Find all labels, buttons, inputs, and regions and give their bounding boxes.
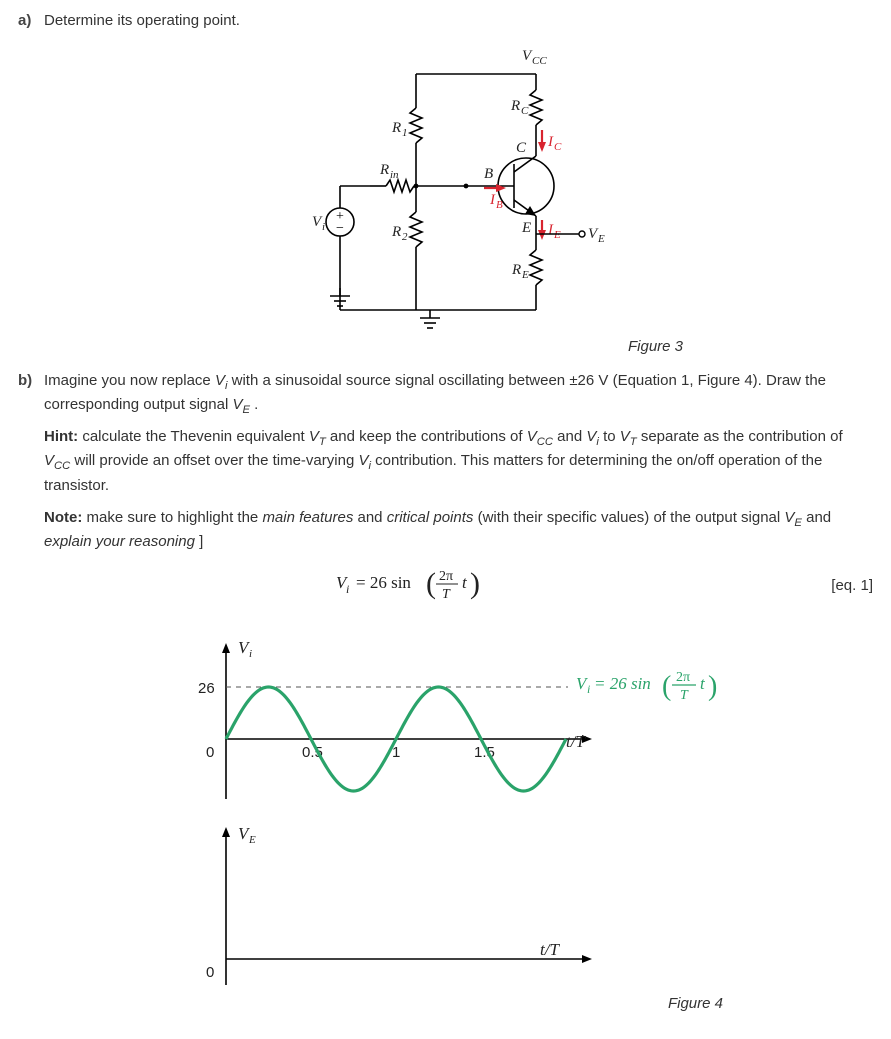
svg-text:t: t	[462, 573, 468, 592]
svg-text:= 26 sin: = 26 sin	[594, 674, 651, 693]
equation-1: V i = 26 sin ( 2π T t )	[336, 563, 556, 610]
qb-p1-pre: Imagine you now replace	[44, 372, 215, 389]
svg-text:CC: CC	[532, 55, 547, 67]
qb-p1-vi: Vi	[215, 372, 228, 389]
svg-text:E: E	[521, 220, 531, 236]
svg-text:E: E	[553, 229, 561, 241]
qb-p1-pm: ±26 V	[569, 372, 608, 389]
svg-text:R: R	[391, 224, 401, 240]
svg-text:I: I	[547, 222, 554, 238]
svg-text:T: T	[680, 688, 689, 703]
svg-text:i: i	[322, 221, 325, 233]
svg-text:2π: 2π	[439, 569, 453, 584]
svg-text:−: −	[336, 221, 344, 236]
svg-text:i: i	[346, 582, 349, 596]
question-b-label: b)	[18, 370, 44, 392]
qb-note-ve: VE	[784, 509, 802, 526]
qb-note-t1: make sure to highlight the	[87, 509, 263, 526]
svg-text:I: I	[547, 134, 554, 150]
svg-text:B: B	[484, 166, 493, 182]
svg-text:C: C	[516, 140, 527, 156]
qb-note: Note: make sure to highlight the main fe…	[44, 507, 873, 553]
svg-text:(: (	[662, 671, 671, 702]
qb-note-t4: and	[806, 509, 831, 526]
qb-p1-ve: VE	[232, 396, 250, 413]
svg-text:(: (	[426, 567, 436, 600]
svg-text:0: 0	[206, 964, 214, 981]
qb-p1-end: .	[254, 396, 258, 413]
qb-note-t5: ]	[199, 533, 203, 550]
qb-hint: Hint: calculate the Thevenin equivalent …	[44, 426, 873, 496]
question-a-label: a)	[18, 10, 44, 32]
svg-text:E: E	[248, 834, 256, 846]
qb-hint-label: Hint:	[44, 428, 78, 445]
svg-text:E: E	[597, 233, 605, 245]
qb-note-t3: (with their specific values) of the outp…	[478, 509, 785, 526]
svg-text:R: R	[391, 120, 401, 136]
svg-text:1: 1	[402, 127, 408, 139]
svg-text:0: 0	[206, 744, 214, 761]
question-b-p1: Imagine you now replace Vi with a sinuso…	[44, 370, 873, 419]
svg-text:R: R	[511, 262, 521, 278]
svg-text:t: t	[700, 674, 706, 693]
qb-note-label: Note:	[44, 509, 82, 526]
question-a-text: Determine its operating point.	[44, 10, 873, 32]
qb-note-em2: critical points	[387, 509, 474, 526]
equation-1-label: [eq. 1]	[831, 575, 873, 597]
svg-text:2π: 2π	[676, 670, 690, 685]
qb-note-em3: explain your reasoning	[44, 533, 195, 550]
svg-text:R: R	[510, 98, 520, 114]
svg-text:C: C	[521, 105, 529, 117]
svg-text:I: I	[489, 192, 496, 208]
svg-text:2: 2	[402, 231, 408, 243]
figure-3-caption: Figure 3	[628, 336, 683, 358]
svg-text:i: i	[587, 682, 590, 696]
svg-text:R: R	[379, 162, 389, 178]
svg-text:in: in	[390, 169, 399, 181]
svg-text:E: E	[521, 269, 529, 281]
qb-p1-mid: with a sinusoidal source signal oscillat…	[232, 372, 570, 389]
qb-note-t2: and	[358, 509, 387, 526]
svg-text:i: i	[249, 648, 252, 660]
svg-text:C: C	[554, 141, 562, 153]
figure-3-circuit: .w { stroke:#000; stroke-width:1.6; fill…	[236, 40, 656, 340]
svg-text:): )	[470, 567, 480, 600]
svg-text:= 26 sin: = 26 sin	[356, 573, 411, 592]
svg-text:): )	[708, 671, 717, 702]
svg-text:26: 26	[198, 680, 215, 697]
figure-4-graphs: .ax { stroke:#000; stroke-width:1.6; fil…	[136, 619, 756, 999]
svg-text:t/T: t/T	[566, 732, 586, 751]
svg-text:B: B	[496, 199, 503, 211]
svg-text:t/T: t/T	[540, 940, 560, 959]
svg-text:T: T	[442, 587, 451, 602]
qb-note-em1: main features	[262, 509, 353, 526]
